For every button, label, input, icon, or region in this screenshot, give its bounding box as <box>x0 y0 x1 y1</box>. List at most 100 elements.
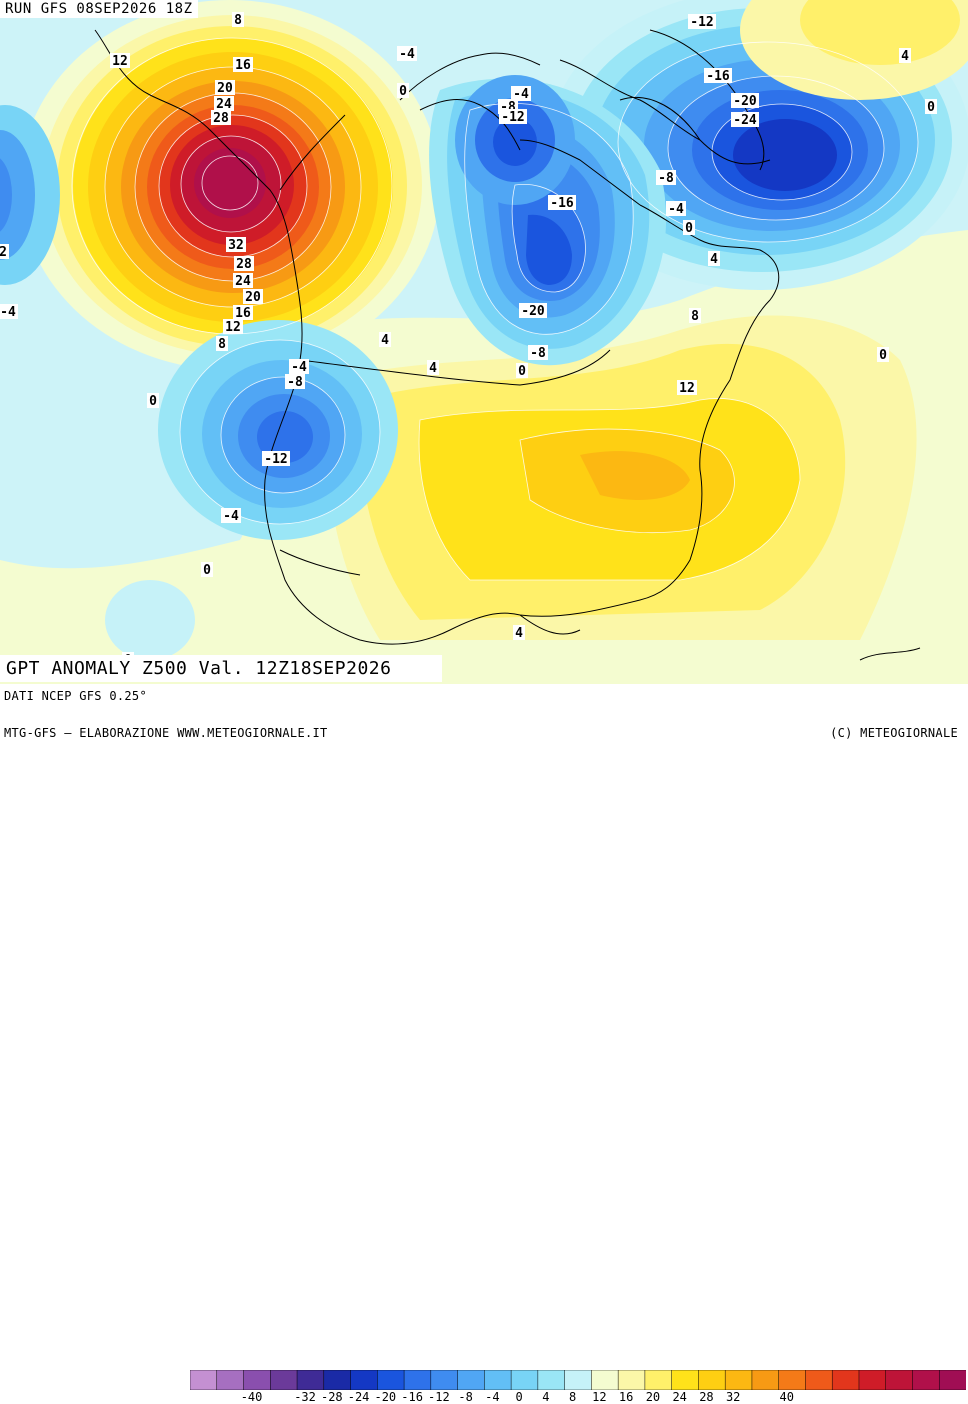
positive-anomaly-field <box>0 230 968 684</box>
contour-label-text: -24 <box>733 113 757 128</box>
color-swatch <box>510 1370 539 1390</box>
color-swatch <box>617 1370 646 1390</box>
scale-tick-label: 40 <box>779 1390 794 1404</box>
color-swatch <box>671 1370 700 1390</box>
contour-label: -16 <box>548 195 576 211</box>
scale-tick-label: 24 <box>672 1390 687 1404</box>
pacific-pocket <box>105 580 195 660</box>
scale-tick-label: 28 <box>699 1390 714 1404</box>
contour-label-text: 4 <box>901 49 909 64</box>
contour-labels: 812162024283228242016128-420-4-8-12-4004… <box>0 12 937 668</box>
color-swatch <box>484 1370 512 1390</box>
contour-label-text: 32 <box>228 238 244 253</box>
color-swatch <box>858 1370 887 1390</box>
color-swatch <box>644 1370 673 1390</box>
contour-label-text: -8 <box>287 375 303 390</box>
scale-tick-label: -12 <box>428 1390 450 1404</box>
atlantic-ridge-core <box>800 0 960 65</box>
contour-label: 20 <box>243 289 263 305</box>
contour-label-text: 4 <box>381 333 389 348</box>
contour-label-text: -16 <box>706 69 730 84</box>
contour-label-text: 20 <box>217 81 233 96</box>
contour-label: 20 <box>215 80 235 96</box>
color-swatch <box>377 1370 405 1390</box>
contour-label-text: 24 <box>216 97 232 112</box>
scale-tick-label: 8 <box>569 1390 577 1404</box>
contour-label: 8 <box>216 336 228 352</box>
contour-label-text: 8 <box>234 13 242 28</box>
contour-label: 0 <box>877 347 889 363</box>
main-title: GPT ANOMALY Z500 Val. 12Z18SEP2026 <box>0 655 442 682</box>
contour-label: -20 <box>731 93 759 109</box>
color-swatch <box>885 1370 914 1390</box>
contour-label-text: 0 <box>927 100 935 115</box>
scale-tick-label: -40 <box>240 1390 263 1404</box>
contour-label-text: -4 <box>399 47 415 62</box>
color-swatch <box>457 1370 486 1390</box>
contour-label: -20 <box>519 303 547 319</box>
contour-label-text: 4 <box>710 252 718 267</box>
contour-label: -12 <box>499 109 527 125</box>
contour-label: -4 <box>666 201 686 217</box>
color-swatch <box>243 1370 272 1390</box>
anomaly-map: 812162024283228242016128-420-4-8-12-4004… <box>0 0 968 684</box>
contour-label-text: 0 <box>685 221 693 236</box>
contour-label: -12 <box>262 451 290 467</box>
color-swatch <box>403 1370 432 1390</box>
scale-tick-label: 0 <box>515 1390 523 1404</box>
contour-label-text: -4 <box>0 305 16 320</box>
credit-right: (C) METEOGIORNALE <box>830 726 958 740</box>
color-swatch <box>831 1370 860 1390</box>
color-scale-ticks: -40 -32 -28 -24 -20 -16 -12 -8 -4 0 4 8 12 16 20 24 28 32… <box>190 1390 966 1404</box>
contour-label: -4 <box>511 86 531 102</box>
contour-label: 28 <box>234 256 254 272</box>
contour-label-text: 0 <box>879 348 887 363</box>
color-scale-bar <box>190 1370 966 1390</box>
contour-label-text: -16 <box>550 196 574 211</box>
contour-label-text: -12 <box>264 452 287 467</box>
contour-label-text: 0 <box>203 563 211 578</box>
contour-label: 4 <box>899 48 911 64</box>
contour-label-text: 0 <box>399 84 407 99</box>
color-swatch <box>912 1370 940 1390</box>
contour-label-text: 28 <box>213 111 229 126</box>
contour-label-text: 8 <box>691 309 699 324</box>
scale-tick-label: 32 <box>725 1390 741 1404</box>
contour-label: 0 <box>397 83 409 99</box>
color-swatch <box>216 1370 245 1390</box>
contour-label: 2 <box>0 244 9 260</box>
color-swatch <box>938 1370 966 1390</box>
color-swatch <box>350 1370 379 1390</box>
contour-label: 0 <box>683 220 695 236</box>
contour-label: -4 <box>397 46 417 62</box>
contour-label: 12 <box>677 380 697 396</box>
scale-tick-label: -32 <box>294 1390 316 1404</box>
color-swatch <box>564 1370 593 1390</box>
contour-label: -12 <box>688 14 716 30</box>
contour-label: 0 <box>516 363 528 379</box>
contour-label-text: 24 <box>235 274 251 289</box>
scale-tick-label: -8 <box>458 1390 473 1404</box>
contour-label: 12 <box>223 319 243 335</box>
color-swatch <box>778 1370 807 1390</box>
contour-label-text: 0 <box>518 364 526 379</box>
contour-label-text: -4 <box>513 87 529 102</box>
contour-label-text: -8 <box>530 346 546 361</box>
contour-label: -8 <box>528 345 548 361</box>
pacific-nw-trough <box>158 320 398 540</box>
contour-label-text: 20 <box>245 290 261 305</box>
color-swatch <box>805 1370 833 1390</box>
scale-tick-label: -16 <box>401 1390 423 1404</box>
contour-label: 0 <box>925 99 937 115</box>
contour-label: 28 <box>211 110 231 126</box>
contour-label: 4 <box>708 251 720 267</box>
contour-label-text: -4 <box>223 509 239 524</box>
west-trough <box>0 105 60 285</box>
coastlines <box>94 29 921 661</box>
contour-label-text: 12 <box>225 320 241 335</box>
contour-label: 0 <box>147 393 159 409</box>
contour-label-text: 8 <box>218 337 226 352</box>
contour-label-text: 12 <box>112 54 128 69</box>
contour-label: -16 <box>704 68 732 84</box>
contour-label: 4 <box>379 332 391 348</box>
